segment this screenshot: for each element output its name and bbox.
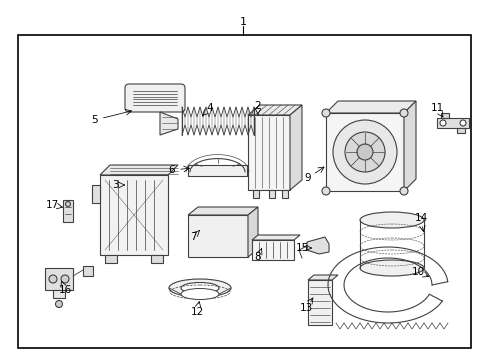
Bar (83, 266, 93, 276)
Text: 10: 10 (410, 267, 424, 277)
Circle shape (399, 109, 407, 117)
Ellipse shape (359, 260, 423, 276)
Circle shape (356, 144, 372, 160)
Polygon shape (325, 101, 415, 113)
Text: 5: 5 (92, 115, 98, 125)
Text: 3: 3 (111, 180, 118, 190)
Bar (187, 165, 246, 176)
Bar (151, 255, 163, 263)
Text: 2: 2 (254, 101, 261, 111)
Text: 12: 12 (190, 307, 203, 317)
Polygon shape (289, 105, 302, 190)
Polygon shape (247, 105, 302, 115)
Bar (53, 290, 65, 298)
Ellipse shape (181, 283, 219, 293)
Bar (307, 280, 331, 325)
Ellipse shape (359, 212, 423, 228)
Bar (92, 185, 100, 203)
Ellipse shape (181, 288, 219, 300)
Bar (456, 128, 464, 133)
Bar (63, 200, 73, 222)
Text: 11: 11 (429, 103, 443, 113)
Circle shape (65, 202, 70, 207)
Circle shape (345, 132, 384, 172)
Bar (436, 118, 468, 128)
Text: 17: 17 (45, 200, 59, 210)
Bar (268, 190, 274, 198)
Text: 15: 15 (295, 243, 308, 253)
Circle shape (61, 275, 69, 283)
Bar (282, 190, 287, 198)
Circle shape (439, 120, 445, 126)
Text: 14: 14 (413, 213, 427, 223)
Bar (187, 215, 247, 257)
Circle shape (49, 275, 57, 283)
Bar (45, 268, 73, 290)
Bar (440, 113, 448, 118)
Bar (18, 35, 470, 348)
Polygon shape (403, 101, 415, 191)
Bar (247, 115, 289, 190)
Text: 6: 6 (168, 165, 175, 175)
Bar (105, 255, 117, 263)
Polygon shape (307, 275, 337, 280)
Text: 4: 4 (206, 103, 213, 113)
Text: 1: 1 (239, 17, 246, 27)
Polygon shape (306, 237, 328, 254)
Polygon shape (160, 112, 178, 135)
Polygon shape (187, 207, 258, 215)
Bar (252, 190, 259, 198)
Bar (100, 175, 168, 255)
Ellipse shape (169, 279, 230, 297)
Polygon shape (251, 235, 299, 240)
Text: 7: 7 (189, 232, 196, 242)
FancyBboxPatch shape (125, 84, 184, 112)
Circle shape (399, 187, 407, 195)
Circle shape (332, 120, 396, 184)
Polygon shape (247, 207, 258, 257)
Bar (325, 113, 403, 191)
Circle shape (55, 301, 62, 307)
Text: 9: 9 (304, 173, 311, 183)
Circle shape (459, 120, 465, 126)
Text: 13: 13 (299, 303, 312, 313)
Bar (251, 240, 293, 260)
Polygon shape (100, 165, 178, 175)
Circle shape (321, 187, 329, 195)
Text: 8: 8 (254, 252, 261, 262)
Circle shape (321, 109, 329, 117)
Text: 16: 16 (58, 285, 71, 295)
